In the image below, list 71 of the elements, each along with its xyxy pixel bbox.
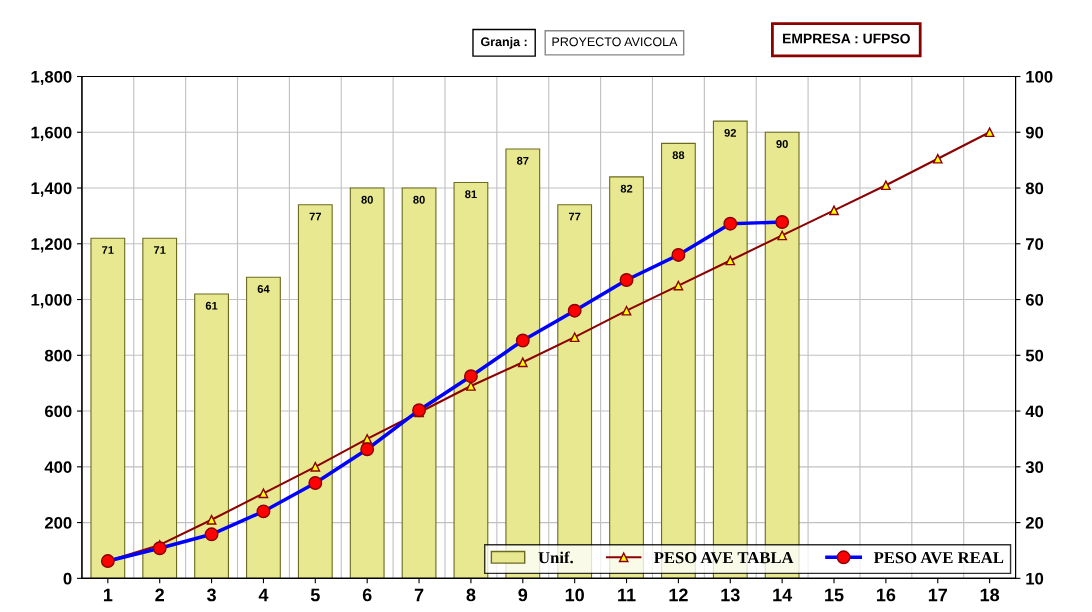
point [777, 230, 788, 241]
x-tick-label: 16 [876, 588, 896, 602]
point [569, 332, 580, 343]
x-tick-label: 1 [103, 588, 113, 602]
point [206, 514, 217, 525]
x-tick-label: 12 [669, 588, 688, 602]
data-label: 80 [413, 195, 425, 204]
y2-tick-label: 90 [1025, 126, 1044, 139]
y-tick-label: 1,200 [31, 238, 72, 253]
x-tick-label: 2 [155, 588, 164, 602]
x-tick-label: 10 [565, 588, 584, 602]
data-label: 77 [568, 212, 581, 221]
legend-label: Unif. [538, 551, 573, 564]
x-tick-label: 13 [721, 588, 740, 602]
point [725, 255, 736, 266]
y-tick-label: 400 [44, 461, 72, 474]
y2-tick-label: 10 [1026, 572, 1044, 585]
data-label: 80 [361, 195, 373, 204]
y-tick-label: 800 [44, 349, 72, 362]
point [310, 461, 321, 472]
x-tick-label: 5 [310, 588, 320, 602]
data-label: 90 [776, 140, 788, 148]
data-label: 92 [724, 128, 737, 137]
y2-tick-label: 100 [1026, 70, 1053, 83]
x-tick-label: 9 [518, 588, 528, 602]
x-tick-label: 14 [773, 588, 793, 602]
y-tick-label: 200 [44, 516, 72, 529]
point [258, 488, 269, 499]
x-tick-label: 8 [466, 588, 476, 602]
y-tick-label: 1,000 [31, 293, 72, 309]
x-tick-label: 15 [825, 588, 844, 602]
data-label: 82 [620, 184, 633, 193]
point [984, 127, 995, 138]
point [932, 153, 943, 164]
y-tick-label: 1,800 [31, 70, 72, 86]
y-tick-label: 0 [63, 572, 72, 585]
y-tick-label: 1,400 [31, 182, 72, 197]
point [621, 305, 632, 316]
y2-tick-label: 70 [1026, 238, 1044, 250]
y2-tick-label: 40 [1025, 405, 1044, 418]
y2-tick-label: 50 [1025, 349, 1044, 362]
data-label: 71 [102, 246, 114, 254]
y-tick-label: 600 [44, 405, 72, 418]
legend-label: PESO AVE TABLA [653, 552, 794, 564]
x-tick-label: 4 [258, 588, 269, 602]
x-tick-label: 6 [362, 588, 372, 602]
point [673, 280, 684, 291]
y2-tick-label: 80 [1025, 182, 1044, 195]
y2-tick-label: 20 [1025, 516, 1044, 529]
point [517, 357, 528, 368]
y-tick-label: 1,600 [31, 126, 72, 141]
data-label: 87 [516, 156, 529, 165]
x-tick-label: 11 [618, 588, 636, 602]
y2-tick-label: 60 [1025, 293, 1044, 306]
x-tick-label: 7 [414, 588, 424, 602]
x-tick-label: 17 [928, 588, 947, 602]
data-label: 81 [465, 190, 477, 199]
x-tick-label: 3 [206, 588, 216, 602]
point [881, 180, 891, 191]
point [829, 205, 839, 216]
data-label: 64 [257, 285, 270, 293]
legend-label: PESO AVE REAL [873, 552, 1004, 564]
text: PROYECTO AVICOLA [552, 37, 678, 47]
text: Granja : [480, 37, 527, 49]
data-label: 77 [309, 212, 322, 221]
text: EMPRESA : UFPSO [783, 33, 910, 44]
data-label: 71 [154, 246, 166, 254]
data-label: 61 [205, 301, 218, 310]
data-label: 88 [672, 151, 685, 160]
y2-tick-label: 30 [1025, 461, 1044, 474]
x-tick-label: 18 [980, 588, 1000, 602]
